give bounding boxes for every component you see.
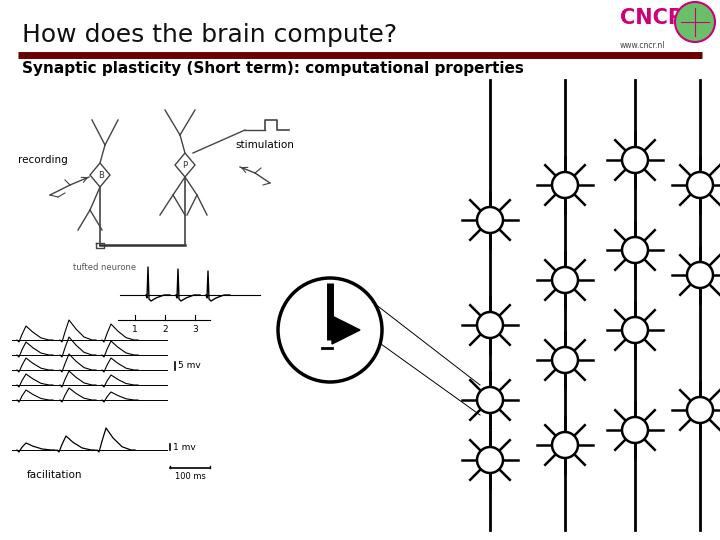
Text: How does the brain compute?: How does the brain compute? [22, 23, 397, 47]
Text: CNCR: CNCR [620, 8, 684, 28]
Circle shape [477, 312, 503, 338]
Circle shape [687, 397, 713, 423]
Text: www.cncr.nl: www.cncr.nl [620, 42, 665, 51]
Text: 1: 1 [132, 325, 138, 334]
Circle shape [687, 172, 713, 198]
Circle shape [552, 267, 578, 293]
Circle shape [278, 278, 382, 382]
Circle shape [622, 237, 648, 263]
Circle shape [622, 317, 648, 343]
Text: 1 mv: 1 mv [173, 442, 196, 451]
Circle shape [477, 207, 503, 233]
Text: stimulation: stimulation [235, 140, 294, 150]
Circle shape [552, 432, 578, 458]
Text: 100 ms: 100 ms [174, 472, 205, 481]
Circle shape [687, 262, 713, 288]
Text: facilitation: facilitation [27, 470, 83, 480]
Polygon shape [332, 316, 360, 344]
Circle shape [552, 347, 578, 373]
Text: B: B [98, 171, 104, 179]
Text: tufted neurone: tufted neurone [73, 263, 137, 272]
Text: 5 mv: 5 mv [178, 361, 201, 370]
Text: P: P [182, 160, 188, 170]
Text: recording: recording [18, 155, 68, 165]
Circle shape [675, 2, 715, 42]
Text: 2: 2 [162, 325, 168, 334]
Text: 3: 3 [192, 325, 198, 334]
Text: Synaptic plasticity (Short term): computational properties: Synaptic plasticity (Short term): comput… [22, 60, 524, 76]
Circle shape [622, 417, 648, 443]
Circle shape [552, 172, 578, 198]
Circle shape [477, 447, 503, 473]
Circle shape [477, 387, 503, 413]
Circle shape [622, 147, 648, 173]
